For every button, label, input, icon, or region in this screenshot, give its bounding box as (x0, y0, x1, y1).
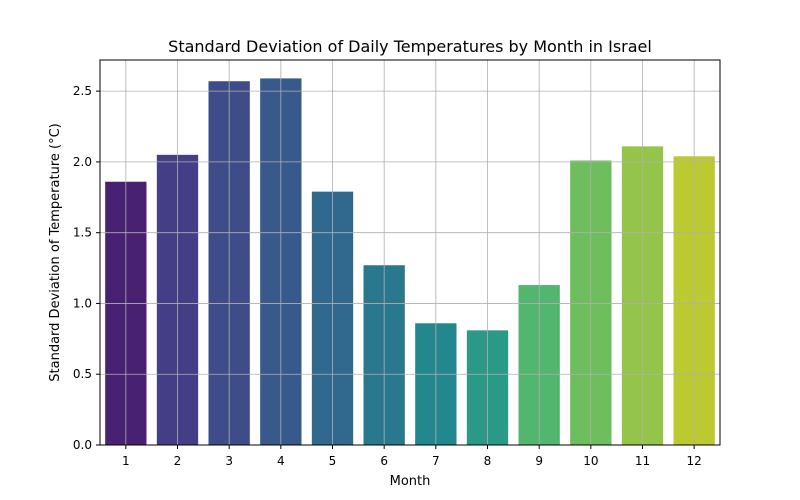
x-tick-label: 1 (122, 454, 130, 468)
x-tick-label: 2 (174, 454, 182, 468)
chart-title: Standard Deviation of Daily Temperatures… (168, 37, 652, 56)
x-tick-label: 8 (484, 454, 492, 468)
x-tick-label: 5 (329, 454, 337, 468)
y-axis-label: Standard Deviation of Temperature (°C) (48, 123, 63, 381)
x-tick-label: 11 (635, 454, 650, 468)
y-tick-label: 2.5 (73, 84, 92, 98)
y-tick-label: 2.0 (73, 155, 92, 169)
x-tick-label: 6 (380, 454, 388, 468)
x-axis-label: Month (390, 474, 431, 489)
x-tick-label: 10 (583, 454, 598, 468)
y-tick-label: 0.0 (73, 438, 92, 452)
y-tick-label: 1.0 (73, 296, 92, 310)
ticks-layer: 0.00.51.01.52.02.51 2 3 4 5 6 7 8 9 10 11 12 (73, 84, 702, 468)
x-tick-label: 12 (687, 454, 702, 468)
x-tick-label: 9 (535, 454, 543, 468)
x-tick-label: 4 (277, 454, 285, 468)
x-tick-label: 3 (225, 454, 233, 468)
y-tick-label: 1.5 (73, 226, 92, 240)
plot-frame (99, 59, 721, 446)
x-tick-label: 7 (432, 454, 440, 468)
y-tick-label: 0.5 (73, 367, 92, 381)
